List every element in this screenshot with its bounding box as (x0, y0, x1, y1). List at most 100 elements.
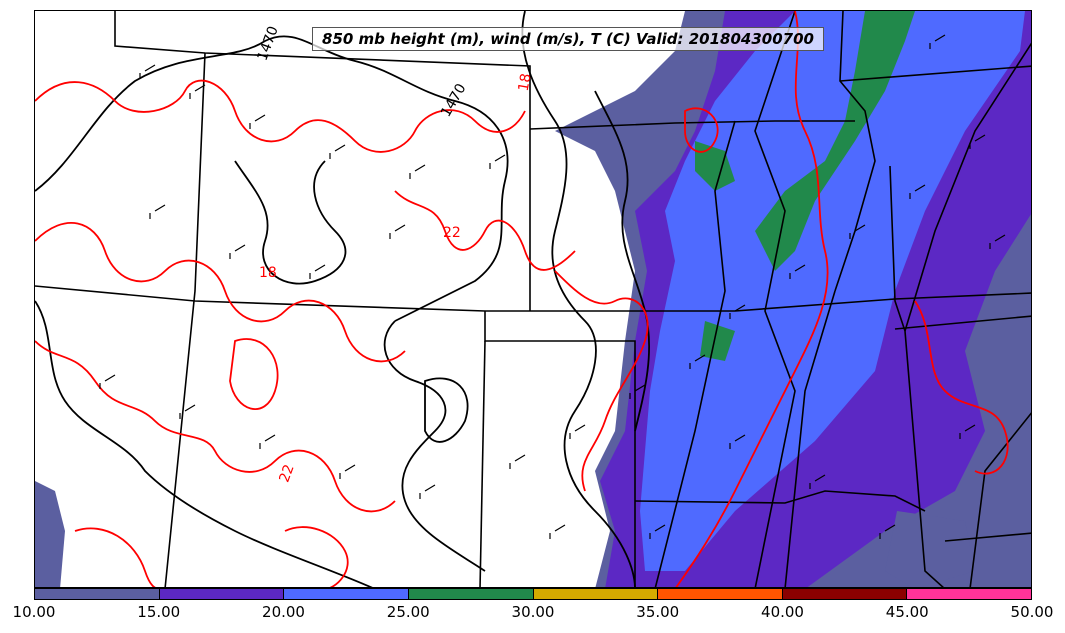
wind-barb (409, 164, 426, 179)
height-contours (35, 11, 650, 587)
wind-barb (989, 234, 1006, 249)
wind-band-south-white-a (885, 511, 975, 587)
wind-barb (259, 434, 276, 449)
wind-barb (179, 404, 196, 419)
wind-barb (569, 424, 586, 439)
temp-contour-9 (74, 527, 156, 587)
map-canvas: 1470 1470 18 22 18 22 (35, 11, 1031, 587)
colorbar-tick-label: 40.00 (761, 603, 804, 621)
height-contour-1 (35, 35, 509, 322)
height-contour-6 (234, 160, 347, 285)
map-title: 850 mb height (m), wind (m/s), T (C) Val… (312, 27, 824, 51)
wind-barbs (99, 34, 1006, 539)
temp-contour-2 (35, 222, 406, 363)
state-borders (35, 11, 1031, 587)
wind-barb (909, 184, 926, 199)
temp-label-2: 22 (443, 225, 461, 241)
wind-barb (309, 264, 326, 279)
height-contour-7 (424, 377, 469, 443)
border-16 (784, 290, 836, 587)
wind-barb (389, 224, 406, 239)
colorbar-tick-label: 45.00 (885, 603, 929, 621)
border-13 (904, 42, 1031, 332)
border-10 (944, 532, 1031, 542)
colorbar-tick-label: 30.00 (511, 603, 555, 621)
height-contour-5 (594, 90, 650, 432)
colorbar-segment (658, 589, 783, 599)
temp-contour-5 (554, 270, 649, 492)
colorbar-segment (408, 589, 534, 599)
wind-barb (959, 424, 976, 439)
colorbar-segment (159, 589, 285, 599)
colorbar-tick-label: 20.00 (262, 603, 305, 621)
wind-barb (549, 524, 566, 539)
temp-contour-3 (35, 340, 396, 513)
border-12 (834, 11, 876, 292)
border-4 (529, 120, 855, 130)
map-panel: 1470 1470 18 22 18 22 850 mb height (m),… (34, 10, 1032, 588)
temp-contour-7 (684, 107, 719, 153)
wind-barb (729, 304, 746, 319)
wind-barb (629, 384, 646, 399)
border-6 (479, 340, 486, 587)
temp-contour-1 (35, 79, 526, 153)
temp-label-3: 18 (259, 265, 277, 281)
colorbar-segment (35, 589, 160, 599)
colorbar-segment (907, 589, 1031, 599)
wind-barb (329, 144, 346, 159)
temp-contour-10 (284, 526, 349, 587)
wind-band-west-edge (35, 481, 65, 587)
wind-speed-fill (35, 11, 1031, 587)
temp-label-4: 22 (277, 462, 298, 484)
border-2 (164, 52, 206, 587)
wind-barb (849, 224, 866, 239)
wind-barb (419, 484, 436, 499)
wind-barb (229, 244, 246, 259)
border-5 (484, 311, 636, 587)
wind-barb (649, 524, 666, 539)
wind-barb (729, 434, 746, 449)
height-contour-4 (521, 11, 636, 587)
colorbar-tick-label: 15.00 (137, 603, 181, 621)
colorbar (34, 588, 1032, 600)
border-9 (894, 315, 1031, 330)
temp-contour-6 (675, 11, 829, 587)
temp-contour-4 (394, 190, 576, 271)
height-contour-3 (383, 320, 486, 572)
temp-label-1: 18 (516, 72, 535, 92)
border-17 (969, 412, 1031, 587)
colorbar-segment (782, 589, 908, 599)
wind-barb (879, 524, 896, 539)
colorbar-tick-label: 35.00 (636, 603, 680, 621)
wind-barb (149, 204, 166, 219)
colorbar-tick-label: 25.00 (386, 603, 430, 621)
wind-barb (509, 454, 526, 469)
height-contour-2 (35, 300, 373, 587)
wind-barb (789, 264, 806, 279)
border-7 (839, 65, 1031, 82)
wind-barb (249, 114, 266, 129)
wind-barb (969, 134, 986, 149)
colorbar-segment (284, 589, 409, 599)
wind-band-25-30-a (755, 11, 915, 271)
colorbar-tick-label: 50.00 (1010, 603, 1054, 621)
wind-barb (99, 374, 116, 389)
temp-contour-8 (914, 300, 1009, 475)
temp-contour-11 (229, 338, 279, 410)
colorbar-tick-label: 10.00 (12, 603, 56, 621)
border-11 (634, 490, 926, 512)
wind-barb (189, 84, 206, 99)
wind-barb (689, 354, 706, 369)
wind-band-20-25 (640, 11, 1025, 571)
wind-barb (929, 34, 946, 49)
wind-barb (489, 154, 506, 169)
wind-barb (339, 464, 356, 479)
height-label-1: 1470 (255, 24, 282, 63)
wind-barb (809, 474, 826, 489)
wind-barb (139, 64, 156, 79)
border-15 (754, 11, 796, 587)
wind-band-25-30-c (700, 321, 735, 361)
border-14 (654, 120, 736, 587)
temperature-contours (35, 11, 1009, 587)
contour-labels: 1470 1470 18 22 18 22 (255, 24, 535, 485)
